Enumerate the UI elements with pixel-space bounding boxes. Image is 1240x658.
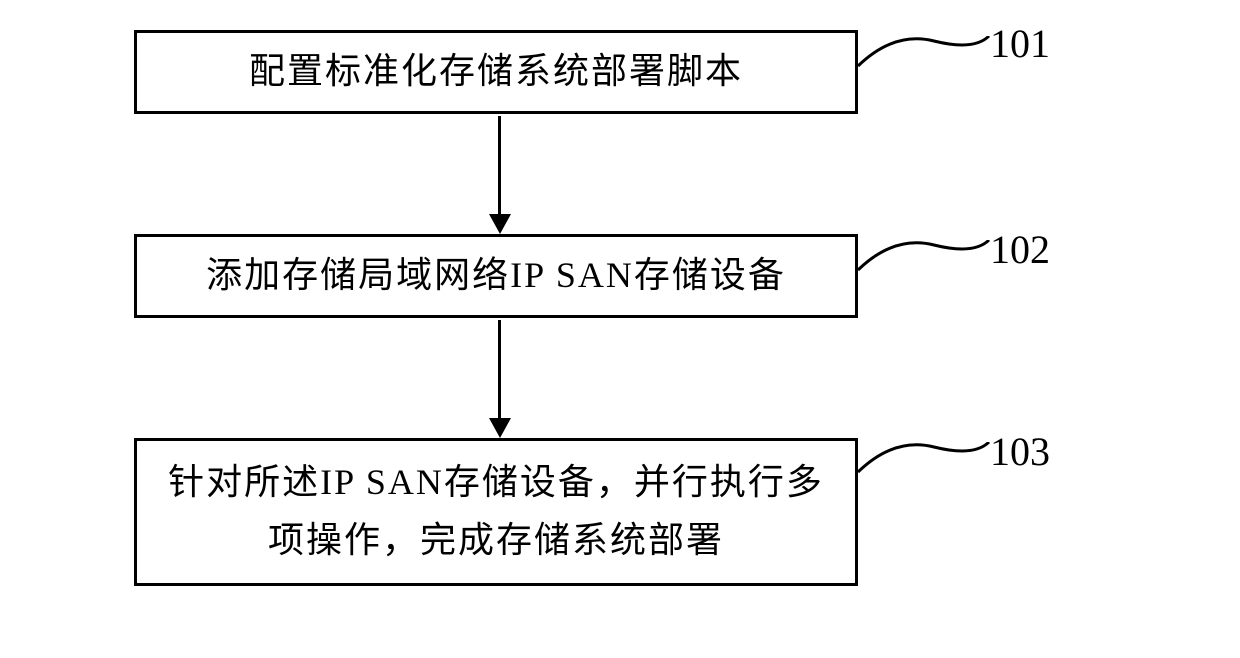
arrow-2-to-3 bbox=[490, 320, 511, 438]
connector-curve-3 bbox=[854, 442, 994, 482]
flowchart-step-3: 针对所述IP SAN存储设备，并行执行多项操作，完成存储系统部署 bbox=[134, 438, 858, 586]
step-label-1: 101 bbox=[990, 20, 1050, 67]
step-label-3: 103 bbox=[990, 428, 1050, 475]
arrow-1-to-2 bbox=[490, 116, 511, 234]
flowchart-container: 配置标准化存储系统部署脚本 101 添加存储局域网络IP SAN存储设备 102… bbox=[110, 30, 1040, 630]
step-2-text: 添加存储局域网络IP SAN存储设备 bbox=[206, 247, 786, 305]
arrow-line-icon bbox=[498, 116, 501, 214]
flowchart-step-1: 配置标准化存储系统部署脚本 bbox=[134, 30, 858, 114]
arrow-head-icon bbox=[489, 214, 511, 234]
arrow-head-icon bbox=[489, 418, 511, 438]
flowchart-step-2: 添加存储局域网络IP SAN存储设备 bbox=[134, 234, 858, 318]
connector-curve-2 bbox=[854, 240, 994, 280]
step-3-text: 针对所述IP SAN存储设备，并行执行多项操作，完成存储系统部署 bbox=[162, 454, 830, 569]
step-1-text: 配置标准化存储系统部署脚本 bbox=[249, 43, 743, 101]
connector-curve-1 bbox=[854, 36, 994, 76]
step-label-2: 102 bbox=[990, 226, 1050, 273]
arrow-line-icon bbox=[498, 320, 501, 418]
